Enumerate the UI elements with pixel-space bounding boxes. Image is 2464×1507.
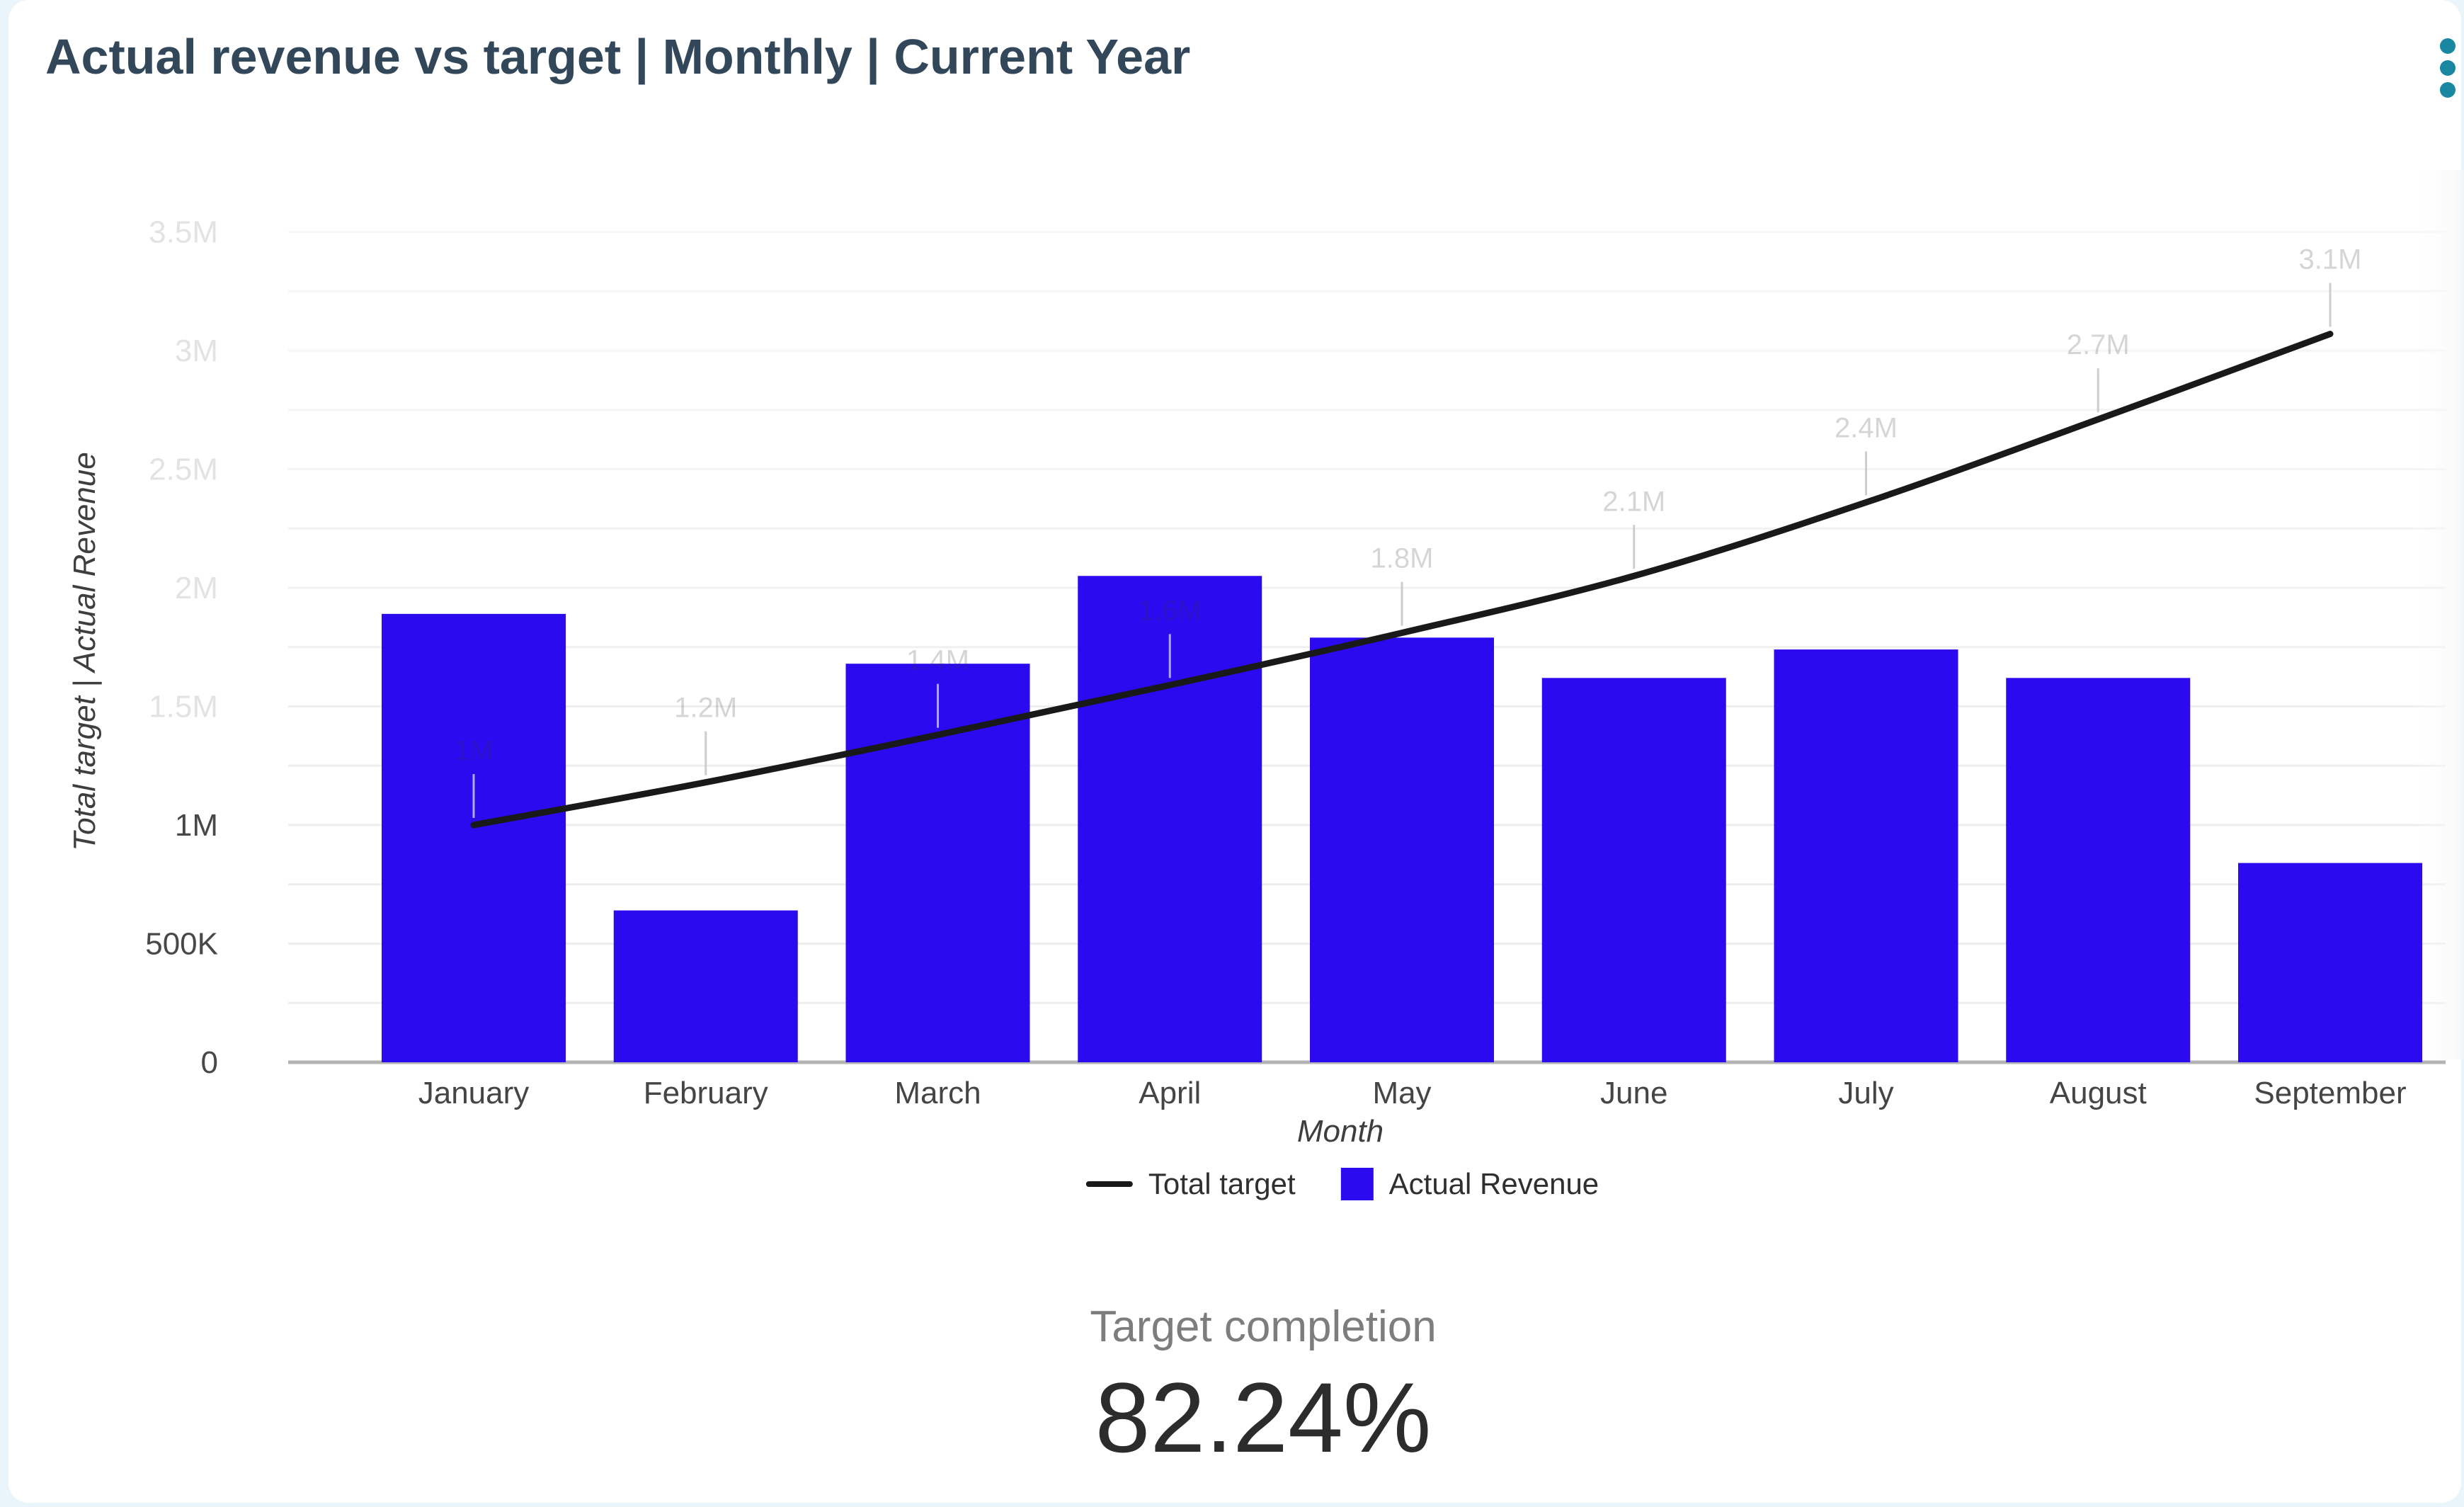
x-tick-label-january: January <box>418 1076 530 1110</box>
bar-july[interactable] <box>1774 649 1958 1062</box>
y-tick-label-0: 0 <box>201 1045 218 1080</box>
x-tick-label-march: March <box>894 1076 981 1110</box>
total-target-line[interactable] <box>470 331 2334 829</box>
report-card: Actual revenue vs target | Monthly | Cur… <box>8 0 2464 1503</box>
y-tick-label-2.5M: 2.5M <box>149 453 218 487</box>
square-swatch-icon <box>1340 1168 1374 1200</box>
x-axis-title: Month <box>1297 1114 1384 1149</box>
target-completion-stat: Target completion 82.24% <box>1090 1302 1436 1475</box>
target-point-label-july: 2.4M <box>1835 412 1898 443</box>
bar-august[interactable] <box>2006 678 2191 1062</box>
kebab-dot-icon <box>2440 60 2456 76</box>
target-point-label-january: 1M <box>454 735 494 766</box>
y-tick-label-500K: 500K <box>145 927 218 962</box>
x-tick-label-april: April <box>1139 1076 1201 1110</box>
target-point-label-august: 2.7M <box>2067 329 2130 360</box>
y-tick-label-1.5M: 1.5M <box>149 690 218 724</box>
legend-item-actual-revenue[interactable]: Actual Revenue <box>1340 1167 1599 1201</box>
target-point-label-june: 2.1M <box>1602 486 1665 517</box>
chart-legend: Total target Actual Revenue <box>1085 1167 1599 1201</box>
x-tick-label-june: June <box>1600 1076 1667 1110</box>
kebab-dot-icon <box>2440 38 2456 54</box>
bar-march[interactable] <box>845 664 1030 1062</box>
legend-label-actual-revenue: Actual Revenue <box>1388 1167 1599 1200</box>
legend-label-total-target: Total target <box>1148 1167 1296 1200</box>
y-tick-label-3M: 3M <box>175 334 218 368</box>
legend-item-total-target[interactable]: Total target <box>1085 1167 1296 1201</box>
report-title: Actual revenue vs target | Monthly | Cur… <box>45 29 1191 84</box>
bar-june[interactable] <box>1541 678 1726 1062</box>
x-tick-label-september: September <box>2254 1076 2406 1110</box>
x-tick-label-february: February <box>644 1076 768 1110</box>
y-tick-label-2M: 2M <box>175 571 218 605</box>
target-point-label-september: 3.1M <box>2299 244 2362 275</box>
y-tick-label-1M: 1M <box>175 808 218 843</box>
x-tick-label-may: May <box>1372 1076 1431 1110</box>
target-completion-value: 82.24% <box>1095 1362 1432 1473</box>
line-swatch-icon <box>1085 1181 1133 1187</box>
target-point-label-april: 1.6M <box>1139 595 1202 626</box>
target-completion-label: Target completion <box>1090 1302 1437 1351</box>
kebab-menu-button[interactable] <box>2436 34 2460 102</box>
target-point-label-february: 1.2M <box>674 693 737 724</box>
y-tick-label-3.5M: 3.5M <box>149 215 218 250</box>
revenue-vs-target-chart: 0 500K 1M 1.5M 2M 2.5M 3M 3.5M 1M 1.2M 1.4M 1.6M 1.8… <box>67 170 2464 1149</box>
bar-september[interactable] <box>2238 863 2422 1062</box>
target-point-label-march: 1.4M <box>906 645 969 676</box>
y-axis-title: Total target | Actual Revenue <box>67 452 102 851</box>
kebab-dot-icon <box>2440 82 2456 98</box>
target-point-label-may: 1.8M <box>1371 543 1434 574</box>
bar-may[interactable] <box>1310 637 1494 1062</box>
x-tick-label-august: August <box>2050 1076 2147 1110</box>
x-tick-label-july: July <box>1838 1076 1893 1110</box>
bar-february[interactable] <box>613 910 798 1062</box>
bar-january[interactable] <box>382 613 566 1062</box>
